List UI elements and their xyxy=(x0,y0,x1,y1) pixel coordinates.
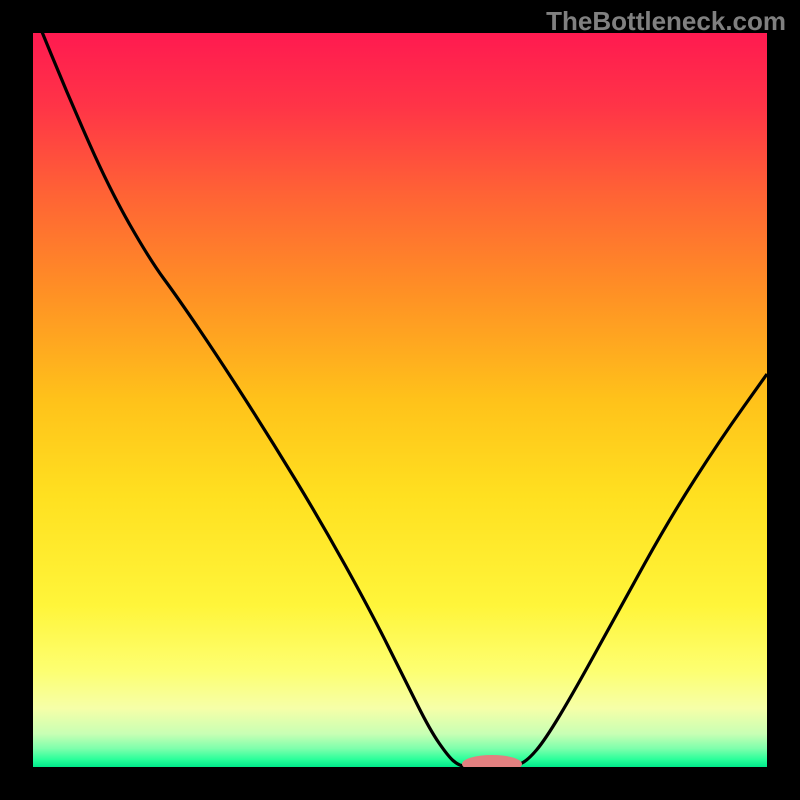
frame-right xyxy=(767,0,800,800)
watermark-text: TheBottleneck.com xyxy=(546,6,786,37)
gradient-background xyxy=(33,33,767,767)
frame-left xyxy=(0,0,33,800)
frame-bottom xyxy=(0,767,800,800)
bottleneck-chart xyxy=(0,0,800,800)
